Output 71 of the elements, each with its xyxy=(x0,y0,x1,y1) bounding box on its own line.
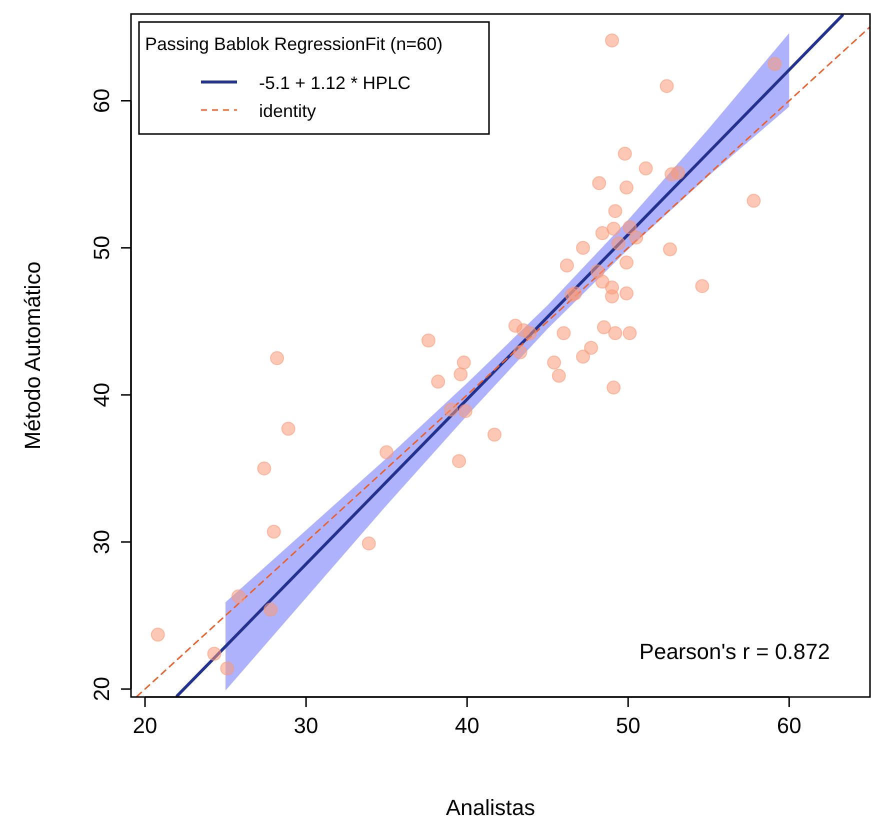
point xyxy=(660,79,674,94)
point xyxy=(270,351,284,366)
y-tick-label: 50 xyxy=(89,236,114,260)
annotation: Pearson's r = 0.872 xyxy=(639,639,830,664)
legend-label: identity xyxy=(259,101,316,121)
point xyxy=(620,256,634,270)
point xyxy=(266,524,281,539)
point xyxy=(620,286,634,300)
point xyxy=(590,264,605,278)
point xyxy=(458,404,472,418)
point xyxy=(622,220,637,234)
point xyxy=(444,402,458,417)
y-tick-label: 20 xyxy=(89,676,114,702)
point xyxy=(595,226,610,240)
point xyxy=(608,326,622,340)
y-tick-label: 60 xyxy=(89,88,114,114)
point xyxy=(638,161,653,176)
point xyxy=(662,242,677,256)
point xyxy=(380,445,394,460)
y-tick-label: 30 xyxy=(89,530,114,554)
point xyxy=(207,646,222,661)
point xyxy=(695,279,710,294)
point xyxy=(576,350,590,364)
point xyxy=(513,345,528,360)
point xyxy=(456,356,471,370)
x-tick-label: 40 xyxy=(454,713,480,738)
x-tick-label: 60 xyxy=(776,713,802,738)
point xyxy=(608,204,622,218)
point xyxy=(606,222,621,236)
point xyxy=(421,334,436,348)
legend-label: -5.1 + 1.12 * HPLC xyxy=(259,73,411,93)
point xyxy=(522,326,537,340)
point xyxy=(487,428,502,442)
point xyxy=(452,454,466,468)
point xyxy=(611,236,626,250)
legend-title: Passing Bablok RegressionFit (n=60) xyxy=(145,34,443,54)
point xyxy=(264,602,278,617)
point xyxy=(592,176,606,190)
point xyxy=(605,289,620,304)
point xyxy=(568,286,582,300)
point xyxy=(454,367,468,382)
point xyxy=(584,340,598,355)
point xyxy=(231,589,246,604)
point xyxy=(431,374,446,389)
point xyxy=(618,146,632,161)
x-axis-title: Analistas xyxy=(446,795,536,820)
point xyxy=(552,368,566,383)
y-tick-label: 40 xyxy=(89,382,114,408)
point xyxy=(220,661,234,676)
x-tick-label: 50 xyxy=(616,713,640,738)
point xyxy=(622,326,637,340)
point xyxy=(768,57,782,72)
x-tick-label: 20 xyxy=(132,713,158,738)
point xyxy=(281,422,296,436)
point xyxy=(257,461,272,476)
point xyxy=(605,33,620,48)
point xyxy=(362,536,376,550)
point xyxy=(671,166,686,180)
point xyxy=(560,258,574,272)
x-tick-label: 30 xyxy=(294,713,318,738)
point xyxy=(150,628,165,642)
point xyxy=(595,274,610,289)
point xyxy=(606,380,621,395)
point xyxy=(596,320,611,334)
point xyxy=(576,240,590,255)
y-axis-title: Método Automático xyxy=(20,261,45,450)
point xyxy=(547,356,562,370)
point xyxy=(620,180,634,195)
point xyxy=(629,230,644,245)
point xyxy=(746,194,761,208)
point xyxy=(556,326,571,340)
